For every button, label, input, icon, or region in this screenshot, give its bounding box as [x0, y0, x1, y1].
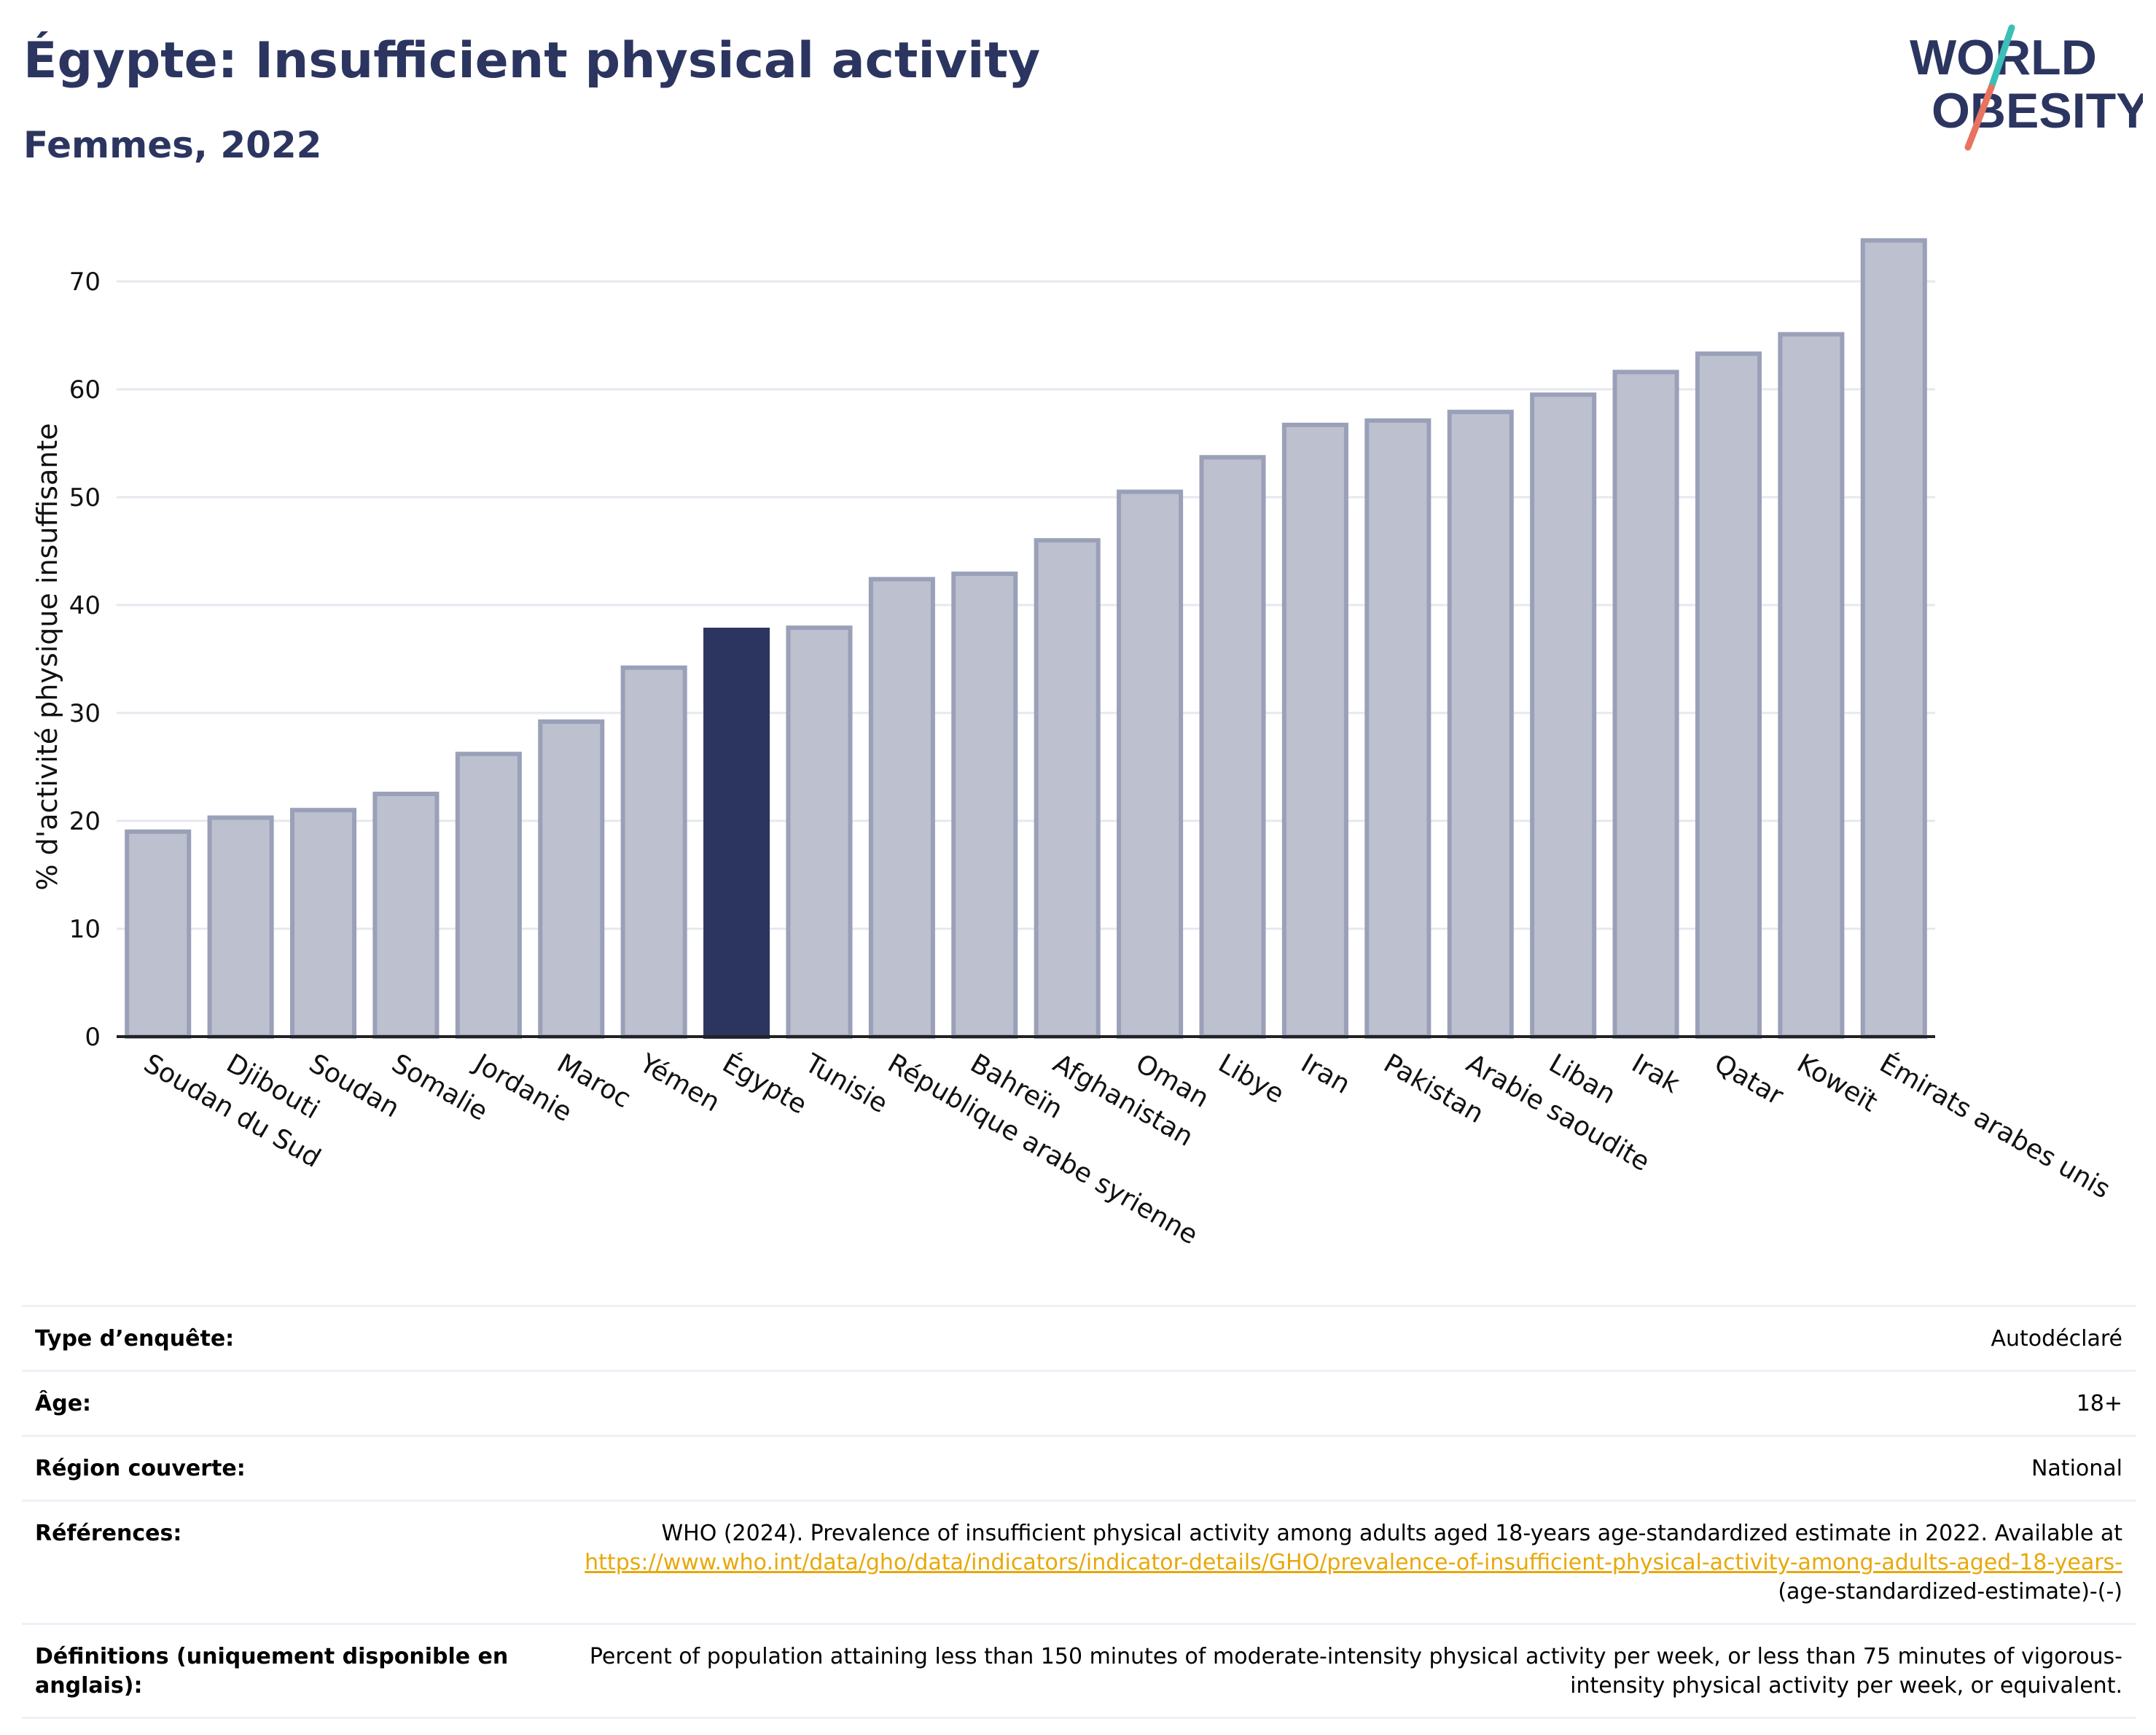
world-obesity-logo: WORLD OBESITY — [1910, 24, 2143, 151]
bar — [289, 808, 357, 1039]
bar-chart: 0 10 20 30 40 50 60 70 % d'activité physique ins… — [31, 238, 2116, 1251]
references-text: WHO (2024). Prevalence of insufficient p… — [661, 1521, 2122, 1546]
bar — [1778, 332, 1845, 1039]
references-label: Références: — [35, 1521, 182, 1546]
bar — [538, 719, 605, 1040]
bar — [951, 572, 1018, 1039]
y-tick-label: 70 — [69, 268, 101, 297]
page-title: Égypte: Insufficient physical activity — [23, 32, 1041, 90]
bar — [1695, 351, 1762, 1040]
bar — [620, 665, 687, 1040]
x-tick-label: Qatar — [1709, 1048, 1788, 1111]
references-value: WHO (2024). Prevalence of insufficient p… — [574, 1519, 2122, 1607]
bar — [207, 815, 274, 1039]
x-tick-label: Koweït — [1792, 1048, 1882, 1118]
logo-slash-coral — [1964, 84, 1995, 151]
references-tail: (age-standardized-estimate)-(-) — [1778, 1579, 2122, 1605]
x-tick-label: Yémen — [634, 1048, 725, 1118]
x-tick-label: Soudan — [304, 1048, 405, 1123]
y-tick-label: 30 — [69, 699, 101, 728]
age-label: Âge: — [35, 1391, 92, 1416]
bar — [703, 628, 770, 1039]
bar — [1281, 422, 1348, 1039]
x-tick-label: Émirats arabes unis — [1875, 1048, 2116, 1204]
bar — [1199, 455, 1266, 1039]
age-value: 18+ — [2076, 1391, 2122, 1416]
y-tick-label: 40 — [69, 591, 101, 620]
y-axis-title: % d'activité physique insuffisante — [31, 423, 63, 890]
bar — [1860, 238, 1927, 1039]
info-table: Type d’enquête: Autodéclaré Âge: 18+ Rég… — [22, 1305, 2136, 1719]
bar — [868, 577, 935, 1039]
bar — [455, 752, 522, 1039]
region-label: Région couverte: — [35, 1456, 246, 1481]
x-tick-label: Iran — [1296, 1048, 1355, 1100]
info-row-references: Références: WHO (2024). Prevalence of in… — [22, 1502, 2136, 1625]
info-row-region: Région couverte: National — [22, 1437, 2136, 1502]
bar — [372, 792, 440, 1039]
bar — [1447, 410, 1514, 1039]
survey-value: Autodéclaré — [1991, 1326, 2123, 1352]
x-tick-label: Égypte — [717, 1048, 812, 1120]
bar — [1530, 392, 1597, 1039]
bar — [786, 625, 853, 1039]
y-tick-label: 50 — [69, 483, 101, 512]
region-value: National — [2031, 1456, 2122, 1481]
x-tick-label: Afghanistan — [1048, 1048, 1198, 1153]
x-tick-label: Irak — [1627, 1048, 1685, 1099]
definitions-value: Percent of population attaining less tha… — [589, 1644, 2122, 1699]
logo-line2: OBESITY — [1932, 83, 2143, 139]
y-tick-label: 60 — [69, 375, 101, 405]
bar — [125, 829, 192, 1039]
bar — [1364, 418, 1432, 1040]
bar — [1117, 489, 1184, 1040]
y-tick-label: 10 — [69, 915, 101, 944]
info-row-survey: Type d’enquête: Autodéclaré — [22, 1307, 2136, 1372]
definitions-label: Définitions (uniquement disponible en an… — [35, 1644, 509, 1699]
bar — [1612, 370, 1679, 1039]
logo-slash-teal — [1988, 24, 2015, 91]
y-tick-label: 20 — [69, 807, 101, 836]
y-tick-label: 0 — [85, 1023, 101, 1052]
x-tick-label: Libye — [1214, 1048, 1289, 1110]
info-row-definitions: Définitions (uniquement disponible en an… — [22, 1625, 2136, 1719]
page-subtitle: Femmes, 2022 — [23, 124, 322, 166]
survey-label: Type d’enquête: — [35, 1326, 235, 1352]
info-row-age: Âge: 18+ — [22, 1372, 2136, 1437]
references-link[interactable]: https://www.who.int/data/gho/data/indica… — [585, 1550, 2122, 1575]
x-tick-label: Tunisie — [800, 1048, 893, 1120]
bar — [1034, 538, 1101, 1039]
